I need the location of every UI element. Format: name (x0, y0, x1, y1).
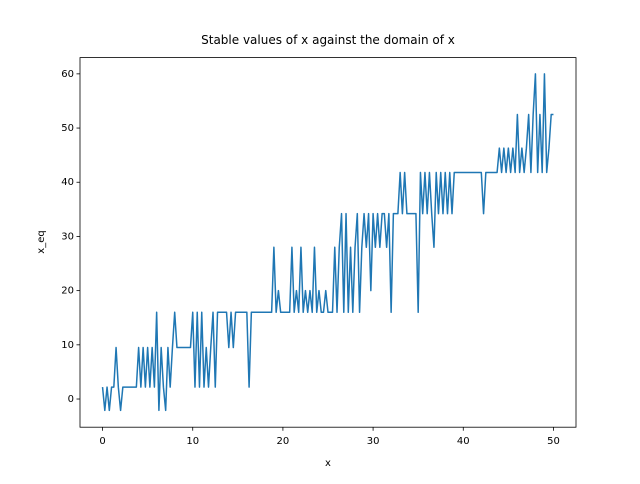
y-tick-label: 60 (61, 69, 74, 80)
y-tick-label: 50 (61, 123, 74, 134)
plot-frame (79, 57, 577, 428)
x-tick-label: 50 (547, 436, 560, 447)
y-tick-label: 0 (68, 394, 74, 405)
y-tick-label: 30 (61, 231, 74, 242)
x-tick-label: 20 (277, 436, 290, 447)
y-tick-label: 40 (61, 177, 74, 188)
x-axis-label: x (325, 458, 331, 469)
x-tick-label: 0 (99, 436, 105, 447)
x-tick-label: 40 (457, 436, 470, 447)
x-tick-label: 10 (186, 436, 199, 447)
x-tick-label: 30 (367, 436, 380, 447)
data-line (101, 73, 554, 412)
y-tick-label: 10 (61, 340, 74, 351)
y-axis-label: x_eq (36, 230, 47, 253)
y-tick-label: 20 (61, 286, 74, 297)
chart-title: Stable values of x against the domain of… (201, 33, 455, 47)
